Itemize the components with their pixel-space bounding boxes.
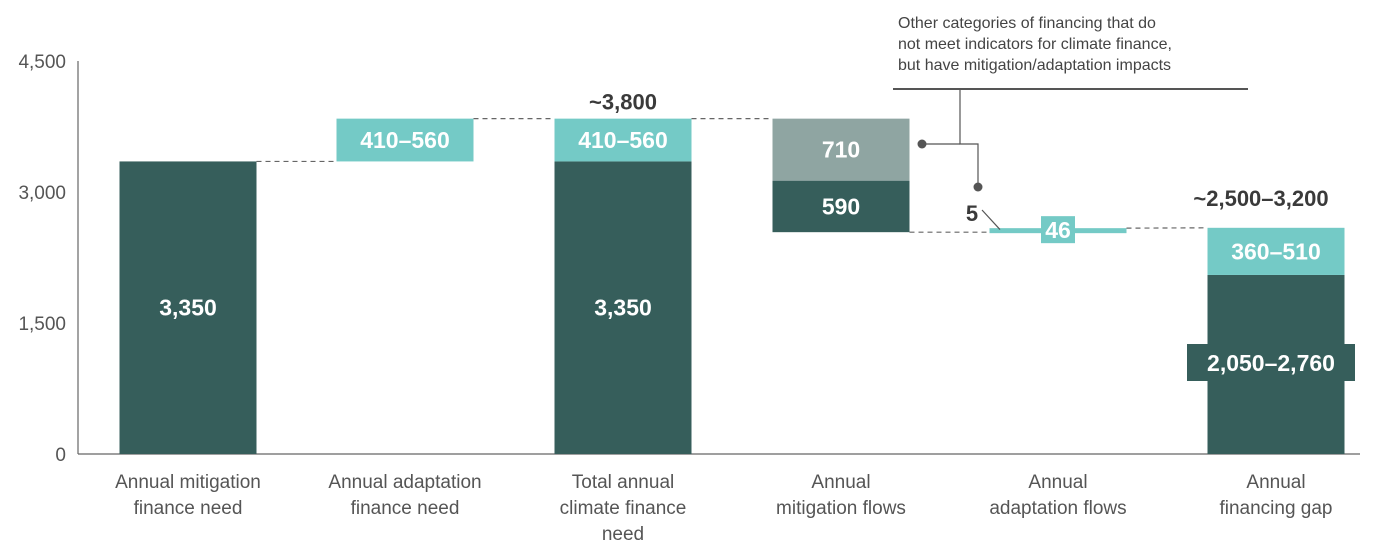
category-labels: Annual mitigation finance need Annual adap… xyxy=(115,472,1332,543)
annotation-dot xyxy=(917,139,927,149)
value-labels: 3,350 410–560 3,350 410–560 590 710 46 2,050–2,… xyxy=(159,90,1335,376)
y-tick-label: 3,000 xyxy=(18,183,66,204)
bar-segment xyxy=(554,161,692,454)
y-tick-label: 1,500 xyxy=(18,314,66,335)
bar-segment xyxy=(554,118,692,162)
bar-segment xyxy=(336,118,474,162)
bar-value-label: 710 xyxy=(822,137,860,163)
bar-segment xyxy=(1207,227,1345,275)
category-label: Annual xyxy=(1028,472,1087,493)
category-label: need xyxy=(602,524,644,543)
y-tick-label: 4,500 xyxy=(18,52,66,73)
y-axis: 0 1,500 3,000 4,500 xyxy=(18,52,1360,466)
bar-label-box xyxy=(1041,216,1075,244)
bar-label-box xyxy=(1187,344,1355,381)
bar-value-label: 46 xyxy=(1045,217,1071,243)
leader-line xyxy=(981,209,1001,230)
total-label: ~3,800 xyxy=(589,90,657,115)
bar-segment xyxy=(772,118,910,181)
category-label: Annual mitigation xyxy=(115,472,261,493)
bar-value-label: 590 xyxy=(822,193,860,219)
annotation-dot xyxy=(973,182,983,192)
category-label: financing gap xyxy=(1219,498,1332,519)
category-label: mitigation flows xyxy=(776,498,906,519)
category-label: finance need xyxy=(351,498,460,519)
bar-segments xyxy=(119,118,1355,454)
annotation-text: Other categories of financing that do xyxy=(898,15,1156,32)
bar-value-label: 3,350 xyxy=(159,295,217,321)
annotation-text: not meet indicators for climate finance, xyxy=(898,36,1172,53)
category-label: Annual xyxy=(1246,472,1305,493)
category-label: climate finance xyxy=(560,498,687,519)
category-label: finance need xyxy=(134,498,243,519)
category-label: Annual xyxy=(811,472,870,493)
small-value-label: 5 xyxy=(966,201,978,226)
bar-segment xyxy=(772,180,910,233)
annotation-bracket xyxy=(959,89,979,187)
annotation-text: but have mitigation/adaptation impacts xyxy=(898,57,1171,74)
category-label: Annual adaptation xyxy=(328,472,481,493)
category-label: Total annual xyxy=(572,472,674,493)
bar-value-label: 410–560 xyxy=(578,127,668,153)
bar-value-label: 360–510 xyxy=(1231,238,1321,264)
annotation: Other categories of financing that do not… xyxy=(893,15,1248,230)
category-label: adaptation flows xyxy=(989,498,1126,519)
y-tick-label: 0 xyxy=(55,445,66,466)
bar-value-label: 2,050–2,760 xyxy=(1207,350,1335,376)
total-label: ~2,500–3,200 xyxy=(1193,186,1328,211)
bar-value-label: 410–560 xyxy=(360,127,450,153)
bar-value-label: 3,350 xyxy=(594,295,652,321)
connector-lines xyxy=(256,118,1208,233)
bar-segment xyxy=(119,161,257,454)
